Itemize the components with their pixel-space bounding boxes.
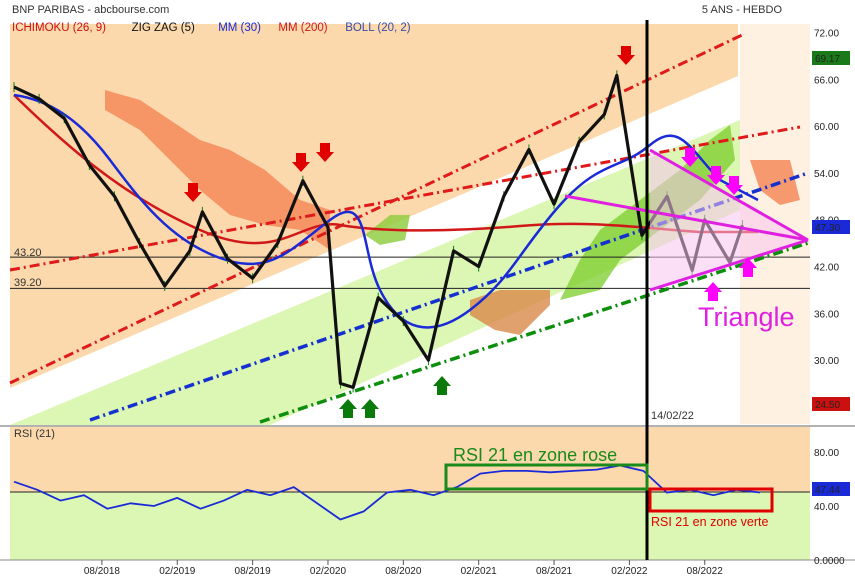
y-tick-5: 42.00 (814, 263, 839, 274)
channel-bottom-line (259, 241, 809, 424)
down-arrow-8 (707, 166, 725, 185)
rsi-y-tick-2: 0.0000 (814, 556, 845, 567)
rsi-line (13, 464, 761, 521)
down-arrow-3 (617, 46, 635, 65)
triangle-label: Triangle (698, 302, 795, 332)
up-arrow-4 (339, 399, 357, 418)
x-tick-2: 08/2019 (235, 566, 272, 577)
triangle-bottom-side (649, 238, 809, 292)
rsi-green-label: RSI 21 en zone verte (651, 515, 768, 529)
channel-mid-line (89, 171, 809, 422)
cloud-red-1 (105, 90, 330, 250)
rsi-pink-label: RSI 21 en zone rose (453, 445, 617, 465)
rsi-current-badge (812, 482, 850, 496)
rsi-green-box (648, 487, 774, 513)
chart-period: 5 ANS - HEBDO (702, 4, 783, 16)
triangle-top-side (649, 148, 809, 242)
down-arrow-2 (316, 143, 334, 162)
x-tick-0: 08/2018 (84, 566, 121, 577)
cloud-red-3 (750, 160, 800, 205)
rsi-label: RSI (21) (14, 428, 55, 440)
support-label-1: 43.20 (14, 247, 42, 259)
y-tick-7: 30.00 (814, 356, 839, 367)
mm30-line (13, 93, 759, 329)
x-tick-4: 08/2020 (385, 566, 422, 577)
support-label-2: 39.20 (14, 277, 42, 289)
y-tick-6: 36.00 (814, 309, 839, 320)
rsi-current-badge-text: 47.44 (815, 485, 840, 496)
zigzag-series (13, 73, 744, 389)
high-badge-text: 69.17 (815, 54, 840, 65)
y-tick-1: 66.00 (814, 75, 839, 86)
low-badge (812, 397, 850, 411)
channel-upper-line (9, 125, 801, 272)
up-arrow-11 (739, 258, 757, 277)
triangle-fill (650, 150, 808, 290)
triangle-pattern (564, 148, 809, 292)
rsi-pane-lower (10, 492, 810, 560)
cloud-red-2 (470, 290, 550, 335)
indicator-legend: ICHIMOKU (26, 9) ZIG ZAG (5) MM (30) MM (20… (12, 22, 411, 34)
date-marker: 14/02/22 (651, 410, 694, 422)
down-arrow-9 (725, 176, 743, 195)
x-tick-1: 02/2019 (159, 566, 196, 577)
x-tick-3: 02/2020 (310, 566, 347, 577)
up-arrow-6 (433, 376, 451, 395)
low-badge-text: 24.50 (815, 400, 840, 411)
indicator-label-2: MM (30) (218, 22, 261, 34)
down-arrow-0 (184, 183, 202, 202)
x-tick-7: 02/2022 (611, 566, 648, 577)
high-badge (812, 51, 850, 65)
mm200-line (13, 94, 758, 245)
rsi-series (13, 464, 761, 521)
rsi-y-tick-0: 80.00 (814, 448, 839, 459)
zigzag-line (13, 73, 744, 389)
current-badge (812, 220, 850, 234)
rsi-pink-box (444, 463, 649, 491)
rsi-pane-upper (10, 427, 810, 492)
x-tick-5: 02/2021 (461, 566, 498, 577)
y-tick-2: 60.00 (814, 122, 839, 133)
indicator-label-0: ICHIMOKU (26, 9) (12, 22, 106, 34)
up-arrow-10 (704, 282, 722, 301)
triangle-upper-side (564, 194, 809, 242)
down-arrow-1 (292, 153, 310, 172)
chart-source: BNP PARIBAS - abcbourse.com (12, 4, 169, 16)
up-arrow-5 (361, 399, 379, 418)
rsi-y-tick-1: 40.00 (814, 502, 839, 513)
down-arrow-7 (681, 148, 699, 167)
y-tick-0: 72.00 (814, 29, 839, 40)
current-badge-text: 47.30 (815, 223, 840, 234)
x-tick-8: 08/2022 (687, 566, 724, 577)
x-tick-6: 08/2021 (536, 566, 573, 577)
signal-arrows (184, 46, 757, 418)
indicator-label-3: MM (200) (278, 22, 327, 34)
y-tick-3: 54.00 (814, 169, 839, 180)
indicator-label-4: BOLL (20, 2) (345, 22, 411, 34)
indicator-label-1: ZIG ZAG (5) (132, 22, 195, 34)
moving-averages (13, 93, 759, 329)
